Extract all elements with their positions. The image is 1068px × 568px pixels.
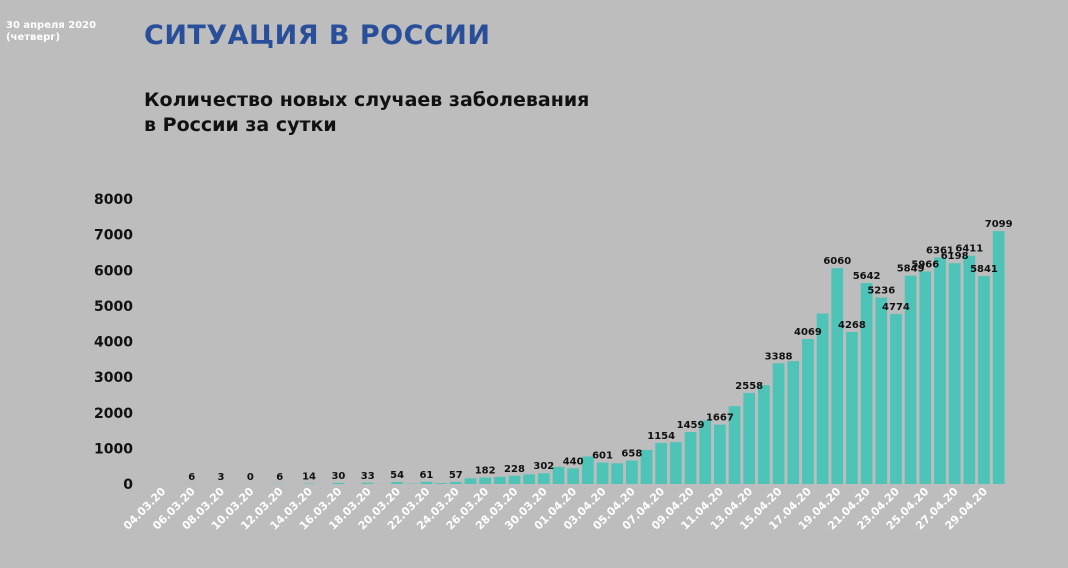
bar-19.04.20 — [831, 268, 844, 484]
bar-14.03.20 — [303, 483, 315, 484]
y-axis: 0 1000 2000 3000 4000 5000 6000 7000 8000 — [94, 192, 133, 493]
data-label: 440 — [563, 456, 584, 467]
data-label: 4268 — [838, 320, 866, 331]
data-label: 5642 — [853, 271, 881, 282]
data-label: 1667 — [706, 413, 734, 424]
data-label: 6411 — [955, 244, 983, 255]
bar-22.03.20 — [420, 481, 433, 484]
x-axis: 04.03.2006.03.2008.03.2010.03.2012.03.20… — [121, 485, 990, 533]
data-label: 658 — [621, 449, 642, 460]
data-label: 1154 — [647, 431, 675, 442]
data-label: 3388 — [765, 351, 793, 362]
bar-21.04.20 — [860, 283, 873, 484]
bar-25.04.20 — [919, 271, 932, 484]
data-label: 3 — [218, 472, 225, 483]
data-label: 33 — [361, 471, 375, 482]
bar-18.03.20 — [361, 482, 374, 484]
data-label: 5236 — [867, 285, 895, 296]
y-tick-label: 2000 — [94, 406, 133, 422]
chart-title-line-2: в России за сутки — [144, 114, 337, 136]
chart-title-line-1: Количество новых случаев заболевания — [144, 89, 590, 111]
bar-08.04.20 — [670, 442, 682, 484]
bar-14.04.20 — [758, 385, 770, 484]
bar-15.04.20 — [772, 363, 785, 484]
bar-10.04.20 — [699, 420, 712, 484]
data-label: 7099 — [985, 219, 1013, 230]
bar-12.04.20 — [728, 406, 741, 484]
data-label: 5841 — [970, 264, 998, 275]
bar-26.03.20 — [479, 477, 491, 484]
data-label: 61 — [419, 470, 433, 481]
data-label: 601 — [592, 451, 613, 462]
data-label: 57 — [449, 470, 463, 481]
y-tick-label: 8000 — [94, 192, 133, 208]
data-label: 0 — [247, 472, 254, 483]
data-label: 6198 — [941, 251, 969, 262]
y-tick-label: 7000 — [94, 228, 133, 244]
bar-29.03.20 — [523, 474, 536, 484]
bar-01.04.20 — [567, 468, 580, 484]
data-label: 5966 — [911, 259, 939, 270]
bar-20.03.20 — [391, 482, 403, 484]
y-tick-label: 6000 — [94, 263, 133, 279]
bar-17.04.20 — [802, 339, 814, 484]
bar-undefined — [992, 231, 1005, 484]
bar-30.03.20 — [537, 473, 550, 484]
bar-04.04.20 — [611, 463, 624, 484]
bar-06.04.20 — [640, 450, 653, 484]
bar-07.04.20 — [655, 442, 668, 484]
data-label: 54 — [390, 470, 404, 481]
bar-24.03.20 — [449, 481, 462, 484]
data-label: 2558 — [735, 381, 763, 392]
bar-20.04.20 — [846, 331, 858, 484]
bar-05.04.20 — [625, 460, 638, 484]
bar-13.04.20 — [743, 392, 756, 484]
data-label: 182 — [475, 466, 496, 477]
data-label: 14 — [302, 472, 316, 483]
bar-27.03.20 — [493, 476, 506, 485]
bar-23.03.20 — [435, 483, 447, 484]
data-label: 302 — [533, 461, 554, 472]
bars — [185, 231, 1005, 485]
data-label: 5849 — [897, 264, 925, 275]
data-label: 4069 — [794, 327, 822, 338]
bar-28.03.20 — [508, 475, 521, 484]
y-tick-label: 5000 — [94, 299, 133, 315]
bar-26.04.20 — [934, 257, 946, 484]
bar-09.04.20 — [684, 432, 697, 484]
data-label: 6060 — [823, 256, 851, 267]
date-line-2: (четверг) — [6, 32, 61, 43]
bar-27.04.20 — [948, 263, 961, 484]
bar-18.04.20 — [816, 313, 829, 484]
chart-title: Количество новых случаев заболевания в Р… — [144, 88, 624, 138]
bar-16.03.20 — [332, 482, 345, 484]
bar-11.04.20 — [714, 424, 726, 484]
page-title: СИТУАЦИЯ В РОССИИ — [144, 20, 491, 51]
bar-22.04.20 — [875, 297, 888, 484]
bar-28.04.20 — [963, 255, 976, 484]
y-tick-label: 1000 — [94, 441, 133, 457]
bar-29.04.20 — [978, 275, 990, 484]
bar-23.04.20 — [890, 313, 902, 484]
data-label: 6 — [188, 472, 195, 483]
data-label: 4774 — [882, 302, 910, 313]
data-label: 1459 — [677, 420, 705, 431]
date-label: 30 апреля 2020 (четверг) — [6, 20, 96, 44]
bar-03.04.20 — [596, 462, 609, 484]
bar-25.03.20 — [464, 478, 477, 484]
bar-24.04.20 — [904, 275, 917, 484]
y-tick-label: 3000 — [94, 370, 133, 386]
bar-02.04.20 — [581, 456, 594, 484]
bar-16.04.20 — [787, 361, 800, 484]
data-label: 6 — [276, 472, 283, 483]
date-line-1: 30 апреля 2020 — [6, 20, 97, 31]
data-label: 30 — [331, 471, 345, 482]
y-tick-label: 0 — [123, 477, 133, 493]
data-label: 228 — [504, 464, 525, 475]
bar-31.03.20 — [552, 466, 565, 484]
data-label: 6361 — [926, 245, 954, 256]
y-tick-label: 4000 — [94, 335, 133, 351]
